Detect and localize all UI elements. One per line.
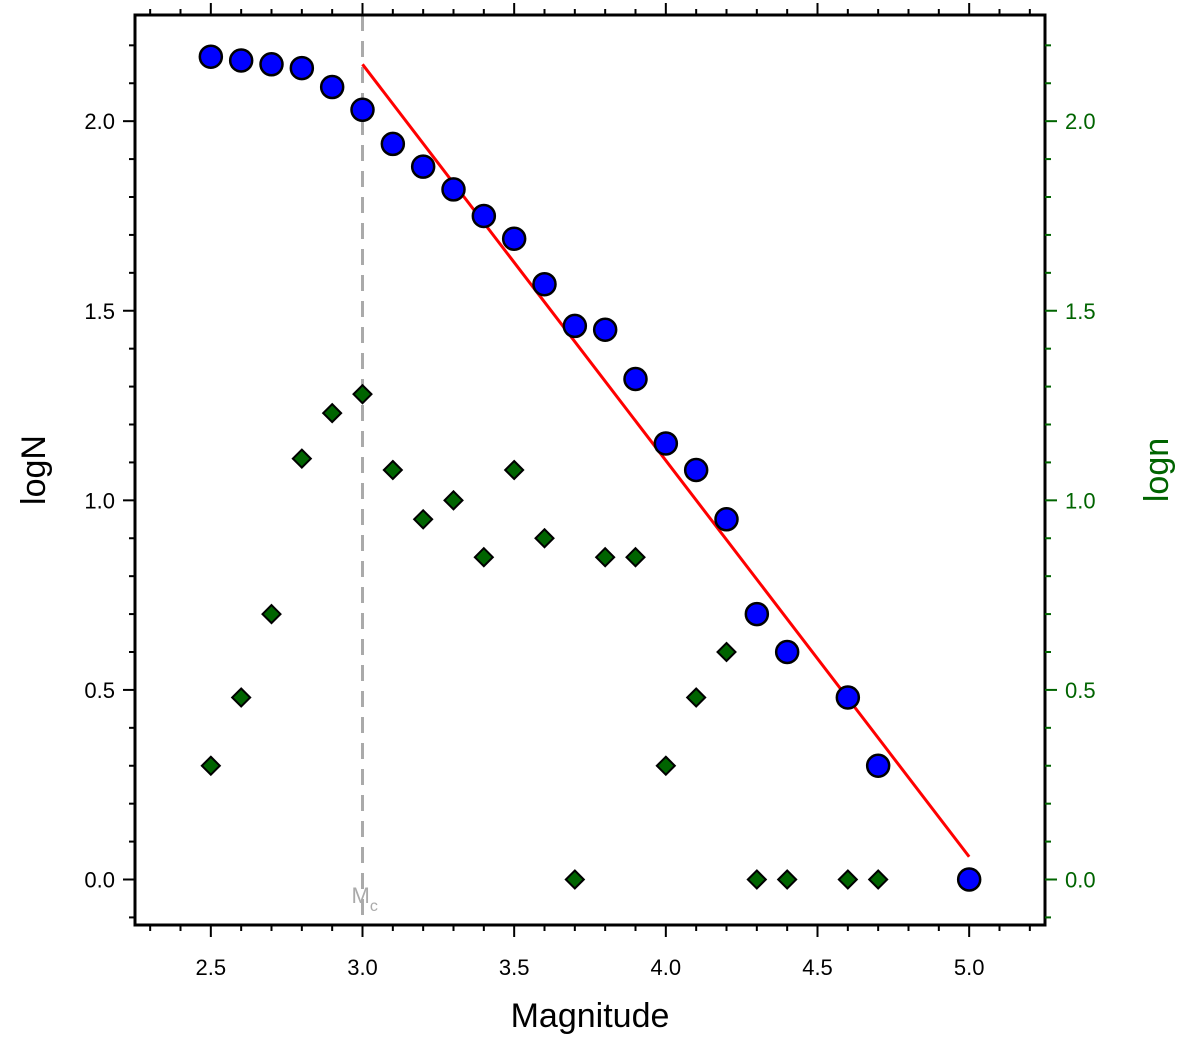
logN-point — [956, 867, 982, 892]
logn-point — [291, 448, 313, 470]
logn-point — [200, 755, 222, 777]
x-axis-ticks: 2.5 3.0 3.5 4.0 4.5 5.0 — [149, 3, 1031, 980]
logn-point — [776, 869, 798, 890]
mc-marker: Mc — [352, 15, 378, 925]
logN-point — [683, 457, 709, 483]
x-tick-label: 5.0 — [954, 955, 985, 980]
logN-point — [289, 55, 315, 81]
logn-point — [473, 546, 495, 568]
logn-point — [564, 869, 586, 890]
logN-point — [471, 203, 497, 229]
y-axis-left-ticks: 0.0 0.5 1.0 1.5 2.0 — [84, 44, 135, 919]
logn-point — [594, 546, 616, 568]
fit-line-group — [361, 63, 971, 858]
x-tick-label: 4.5 — [802, 955, 833, 980]
y-right-tick-label: 1.0 — [1065, 488, 1096, 513]
logN-point — [592, 317, 618, 342]
logn-point — [655, 755, 677, 777]
logN-series — [198, 44, 982, 892]
logN-point — [380, 131, 406, 157]
y-right-tick-label: 0.5 — [1065, 678, 1096, 703]
y-left-tick-label: 2.0 — [84, 109, 115, 134]
logN-point — [228, 48, 254, 73]
logn-point — [837, 869, 859, 890]
mc-label: Mc — [352, 883, 378, 915]
logN-point — [441, 177, 466, 202]
logN-point — [350, 97, 375, 123]
y-left-tick-label: 1.5 — [84, 299, 115, 324]
y-right-tick-label: 2.0 — [1065, 109, 1096, 134]
logN-point — [501, 226, 527, 251]
y-axis-left-title: logN — [15, 435, 53, 505]
y-left-tick-label: 0.0 — [84, 868, 115, 893]
logN-point — [623, 366, 648, 392]
plot-frame — [133, 13, 1047, 927]
y-left-tick-label: 0.5 — [84, 678, 115, 703]
logn-point — [382, 459, 404, 481]
x-tick-label: 2.5 — [196, 955, 227, 980]
logN-point — [562, 313, 588, 339]
x-axis-title: Magnitude — [511, 997, 670, 1035]
logN-point — [319, 74, 345, 100]
x-tick-label: 3.0 — [347, 955, 378, 980]
x-tick-label: 3.5 — [499, 955, 530, 980]
y-left-tick-label: 1.0 — [84, 488, 115, 513]
logn-point — [534, 527, 555, 549]
logn-point — [503, 459, 525, 481]
x-tick-label: 4.0 — [651, 955, 682, 980]
logN-point — [532, 271, 557, 297]
logn-point — [625, 546, 646, 568]
logN-point — [410, 154, 436, 179]
logN-point — [714, 507, 739, 532]
logn-point — [685, 687, 707, 708]
logn-point — [412, 508, 434, 530]
logn-point — [443, 489, 464, 511]
logN-point — [865, 753, 891, 778]
logN-point — [653, 431, 679, 456]
logn-point — [352, 383, 373, 405]
logn-point — [230, 687, 252, 708]
fit-line — [361, 63, 971, 858]
logn-point — [746, 869, 768, 890]
logn-point — [716, 641, 737, 663]
logN-point — [198, 44, 224, 69]
y-right-tick-label: 1.5 — [1065, 299, 1096, 324]
logN-point — [744, 601, 770, 627]
logN-point — [835, 685, 861, 710]
y-axis-right-title: logn — [1138, 438, 1176, 502]
logn-point — [867, 869, 889, 890]
logN-point — [774, 639, 800, 665]
logn-point — [261, 603, 282, 625]
logN-point — [259, 52, 284, 77]
logn-point — [321, 402, 343, 424]
y-right-tick-label: 0.0 — [1065, 868, 1096, 893]
logn-series — [200, 383, 980, 890]
y-axis-right-ticks: 0.0 0.5 1.0 1.5 2.0 — [1045, 44, 1096, 919]
